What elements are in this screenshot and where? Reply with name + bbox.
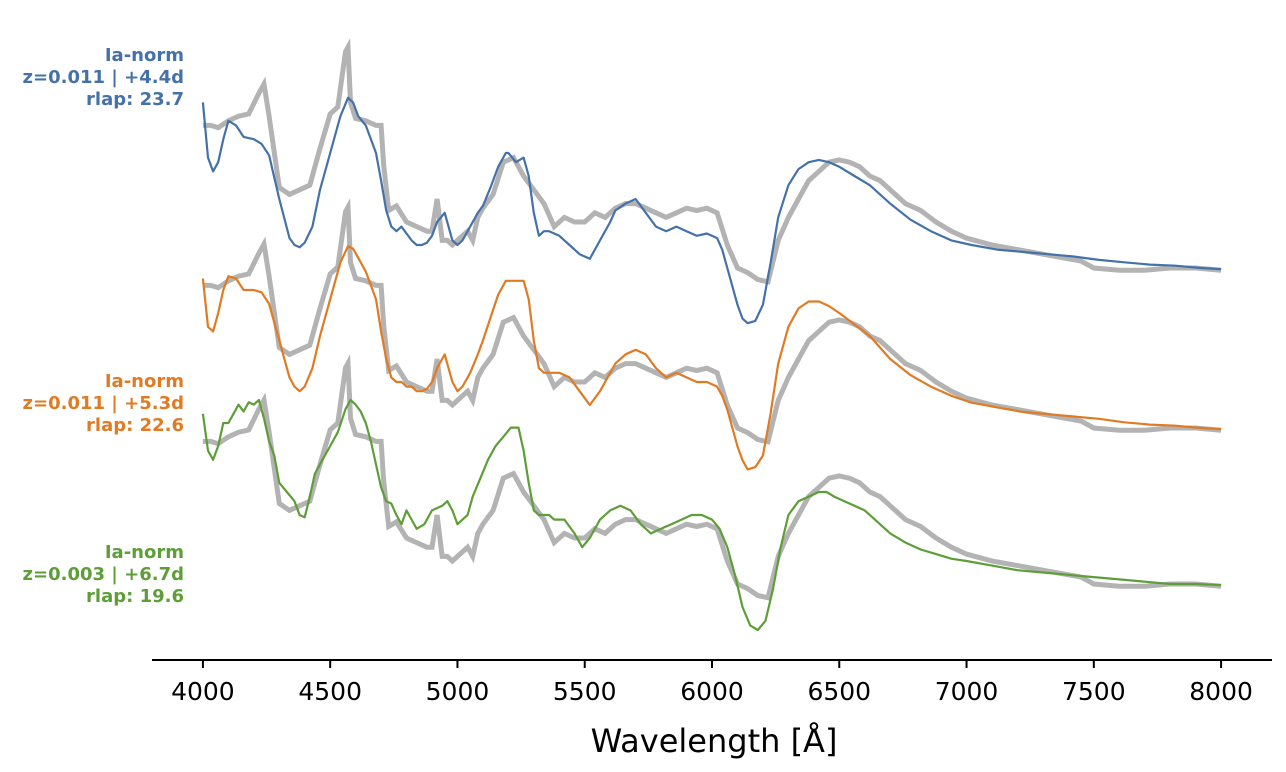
- observed-spectrum-line-1: [202, 38, 1222, 285]
- x-tick-label-8000: 8000: [1189, 677, 1253, 706]
- series-label-2-line-3: rlap: 22.6: [86, 415, 184, 436]
- observed-spectrum-line-3: [202, 354, 1222, 601]
- template-spectrum-line-1: [201, 96, 1222, 325]
- series-label-2-line-2: z=0.011 | +5.3d: [23, 393, 184, 414]
- x-tick-label-7500: 7500: [1062, 677, 1126, 706]
- series-label-2-line-1: Ia-norm: [105, 371, 184, 392]
- observed-spectrum-line-2: [202, 198, 1222, 445]
- x-tick-label-4000: 4000: [171, 677, 235, 706]
- x-axis-ticks: 4000 4500 5000 5500 6000 6500 7000 7500 8000: [171, 660, 1253, 706]
- x-tick-label-6000: 6000: [680, 677, 744, 706]
- x-tick-label-5500: 5500: [553, 677, 617, 706]
- x-tick-label-4500: 4500: [298, 677, 362, 706]
- series-label-3-line-2: z=0.003 | +6.7d: [23, 564, 184, 585]
- x-axis: 4000 4500 5000 5500 6000 6500 7000 7500 8000 Wav…: [152, 659, 1272, 760]
- x-tick-label-7000: 7000: [935, 677, 999, 706]
- series-label-3-line-1: Ia-norm: [105, 542, 184, 563]
- observed-spectra-layer: [202, 38, 1222, 601]
- x-tick-label-5000: 5000: [426, 677, 490, 706]
- series-label-1-line-3: rlap: 23.7: [86, 89, 184, 110]
- template-spectra-layer: [201, 96, 1222, 632]
- template-spectrum-line-3: [201, 398, 1222, 632]
- x-axis-title: Wavelength [Å]: [591, 722, 838, 760]
- series-label-3-line-3: rlap: 19.6: [86, 586, 184, 607]
- series-label-1-line-1: Ia-norm: [105, 45, 184, 66]
- template-spectrum-line-2: [201, 245, 1222, 471]
- series-label-1-line-2: z=0.011 | +4.4d: [23, 67, 184, 88]
- x-tick-label-6500: 6500: [807, 677, 871, 706]
